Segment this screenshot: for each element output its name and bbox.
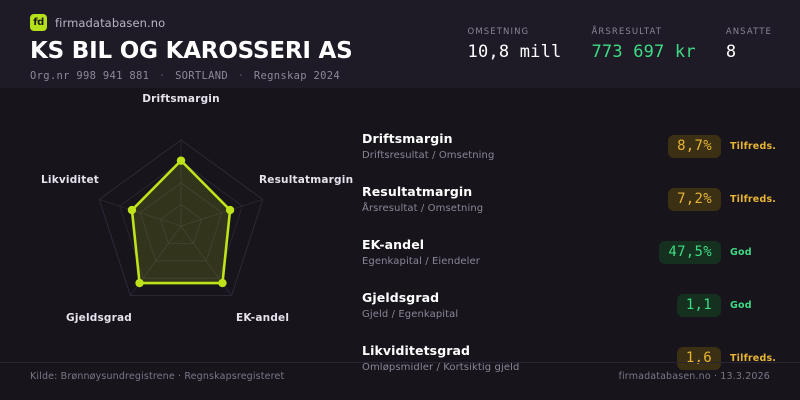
status-badge: Tilfreds. [730, 352, 777, 364]
radar-grid-ring [119, 161, 243, 279]
metric-formula: Gjeld / Egenkapital [362, 308, 459, 320]
footer-divider [0, 362, 800, 363]
brand-site-name: firmadatabasen.no [55, 15, 166, 30]
metric-value-badge: 47,5% [659, 240, 721, 264]
radar-spoke [99, 199, 182, 227]
metric-name: Driftsmargin [362, 131, 453, 147]
metric-row-likviditetsgrad: Likviditetsgrad Omløpsmidler / Kortsikti… [362, 338, 782, 378]
radar-chart: Driftsmargin Resultatmargin EK-andel Gje… [0, 88, 355, 358]
metric-row-ek-andel: EK-andel Egenkapital / Eiendeler 47,5% G… [362, 232, 782, 272]
metric-text: Resultatmargin Årsresultat / Omsetning [362, 184, 650, 214]
metric-text: Driftsmargin Driftsresultat / Omsetning [362, 131, 650, 161]
radar-grid-ring [160, 204, 202, 244]
radar-axis-label-gjeldsgrad: Gjeldsgrad [66, 312, 132, 324]
metric-right: 1,1 God [650, 293, 782, 317]
radar-grid [98, 139, 264, 297]
stat-value: 10,8 mill [467, 42, 562, 62]
stat-value: 773 697 kr [591, 42, 696, 62]
radar-axis-label-likviditet: Likviditet [41, 174, 99, 186]
metric-right: 8,7% Tilfreds. [650, 134, 782, 158]
radar-spoke [180, 199, 263, 227]
company-orgnr: Org.nr 998 941 881 [30, 70, 150, 82]
stat-omsetning: OMSETNING 10,8 mill [468, 27, 562, 62]
status-badge: Tilfreds. [730, 193, 777, 205]
metric-formula: Omløpsmidler / Kortsiktig gjeld [362, 361, 520, 373]
meta-separator-2: · [237, 70, 245, 82]
header-left: fd firmadatabasen.no KS BIL OG KAROSSERI… [30, 14, 353, 82]
metrics-list: Driftsmargin Driftsresultat / Omsetning … [362, 126, 782, 378]
company-place: SORTLAND [175, 70, 229, 82]
metric-formula: Årsresultat / Omsetning [362, 202, 484, 214]
stat-ansatte: ANSATTE 8 [726, 27, 772, 62]
radar-axis-label-driftsmargin: Driftsmargin [142, 93, 220, 105]
stat-label: ANSATTE [725, 27, 772, 37]
stat-value: 8 [725, 42, 737, 62]
stat-label: ÅRSRESULTAT [591, 27, 663, 37]
radar-data-point [218, 278, 227, 288]
metric-text: Gjeldsgrad Gjeld / Egenkapital [362, 290, 650, 320]
metric-formula: Egenkapital / Eiendeler [362, 255, 481, 267]
brand[interactable]: fd firmadatabasen.no [30, 14, 353, 31]
metric-row-gjeldsgrad: Gjeldsgrad Gjeld / Egenkapital 1,1 God [362, 285, 782, 325]
metric-formula: Driftsresultat / Omsetning [362, 149, 495, 161]
status-badge: God [730, 299, 752, 311]
metric-name: Resultatmargin [362, 184, 473, 200]
meta-separator-1: · [158, 70, 166, 82]
company-meta: Org.nr 998 941 881 · SORTLAND · Regnskap… [30, 70, 353, 82]
metric-value-badge: 8,7% [668, 134, 721, 158]
metric-value-badge: 1,1 [676, 293, 721, 317]
metric-name: EK-andel [362, 237, 425, 253]
metric-name: Gjeldsgrad [362, 290, 440, 306]
radar-data-point [135, 278, 144, 288]
metric-row-driftsmargin: Driftsmargin Driftsresultat / Omsetning … [362, 126, 782, 166]
radar-data-point [127, 205, 137, 215]
header-stats: OMSETNING 10,8 mill ÅRSRESULTAT 773 697 … [468, 27, 772, 62]
fd-logo-icon: fd [30, 14, 47, 31]
metric-value-badge: 7,2% [668, 187, 721, 211]
metric-right: 1,6 Tilfreds. [650, 346, 782, 370]
footer-site-date: firmadatabasen.no · 13.3.2026 [618, 371, 770, 382]
metric-text: Likviditetsgrad Omløpsmidler / Kortsikti… [362, 343, 650, 373]
metric-value-badge: 1,6 [676, 346, 721, 370]
company-accounting-year: Regnskap 2024 [253, 70, 341, 82]
stat-label: OMSETNING [467, 27, 530, 37]
radar-series-area [130, 159, 232, 285]
stat-arsresultat: ÅRSRESULTAT 773 697 kr [591, 27, 695, 62]
status-badge: God [730, 246, 752, 258]
radar-data-point [225, 205, 235, 215]
radar-grid-ring [139, 182, 223, 262]
radar-chart-svg [98, 139, 264, 297]
radar-grid-ring [98, 139, 264, 297]
page-header: fd firmadatabasen.no KS BIL OG KAROSSERI… [0, 0, 800, 88]
radar-axis-label-ek-andel: EK-andel [236, 312, 290, 324]
page-footer: Kilde: Brønnøysundregistrene · Regnskaps… [0, 371, 800, 382]
metric-name: Likviditetsgrad [362, 343, 471, 359]
radar-axis-label-resultatmargin: Resultatmargin [259, 174, 354, 186]
status-badge: Tilfreds. [730, 140, 777, 152]
metric-row-resultatmargin: Resultatmargin Årsresultat / Omsetning 7… [362, 179, 782, 219]
radar-data-point [176, 156, 186, 165]
metric-right: 7,2% Tilfreds. [650, 187, 782, 211]
metric-right: 47,5% God [650, 240, 782, 264]
radar-series-points [127, 156, 235, 288]
page-title: KS BIL OG KAROSSERI AS [30, 38, 353, 64]
footer-source: Kilde: Brønnøysundregistrene · Regnskaps… [30, 371, 285, 382]
metric-text: EK-andel Egenkapital / Eiendeler [362, 237, 650, 267]
